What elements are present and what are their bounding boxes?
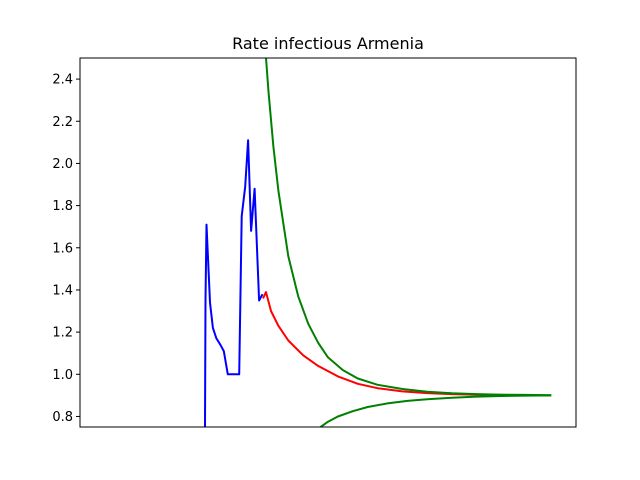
series-line-3	[265, 58, 552, 397]
y-tick-label: 2.2	[52, 115, 73, 130]
y-tick-label: 2.4	[52, 73, 73, 88]
series-layer	[204, 58, 552, 427]
series-line-4	[320, 394, 552, 427]
y-tick-label: 1.2	[52, 326, 73, 341]
y-axis: 0.8 1.0 1.2 1.4 1.6 1.8 2.0 2.2 2.4	[52, 73, 80, 425]
y-tick-label: 1.8	[52, 199, 73, 214]
y-tick-label: 1.6	[52, 241, 73, 256]
chart-title: Rate infectious Armenia	[232, 34, 424, 53]
y-tick-label: 0.8	[52, 410, 73, 425]
y-tick-label: 1.4	[52, 283, 73, 298]
y-tick-label: 2.0	[52, 157, 73, 172]
y-tick-label: 1.0	[52, 368, 73, 383]
series-line-1	[204, 139, 264, 427]
plot-frame	[79, 57, 577, 428]
